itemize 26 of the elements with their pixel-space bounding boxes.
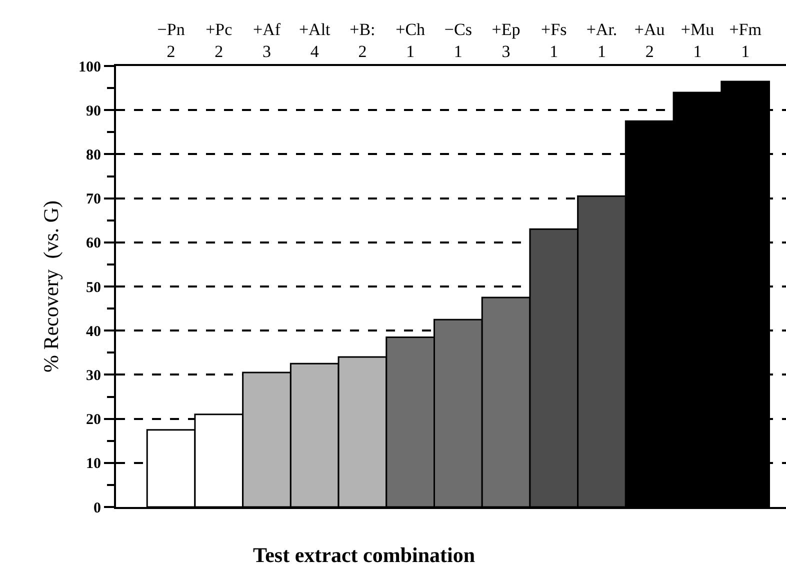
x-tick-label: +Fm 1 <box>729 20 762 62</box>
y-tick-label: 40 <box>86 324 101 340</box>
y-tick-label: 70 <box>86 192 101 208</box>
x-tick-label: +Alt 4 <box>298 20 331 62</box>
x-tick-label: +Pc 2 <box>206 20 233 62</box>
x-tick-label: +B: 2 <box>350 20 376 62</box>
x-tick-label: −Pn 2 <box>157 20 186 62</box>
y-tick-label: 0 <box>94 500 101 516</box>
y-tick-label: 30 <box>86 368 101 384</box>
x-tick-label: +Ar. 1 <box>586 20 618 62</box>
y-tick-label: 100 <box>78 59 101 76</box>
x-tick-label: +Ep 3 <box>492 20 520 62</box>
y-tick-label: 90 <box>86 103 101 120</box>
y-tick-label: 60 <box>86 236 101 252</box>
y-axis-title: % Recovery (vs. G) <box>39 200 64 373</box>
x-tick-label: +Au 2 <box>634 20 666 62</box>
y-tick-label: 10 <box>86 456 101 472</box>
x-tick-label: +Mu 1 <box>680 20 715 62</box>
x-tick-label: +Ch 1 <box>396 20 426 62</box>
y-tick-label: 50 <box>86 280 101 296</box>
x-tick-label: +Fs 1 <box>541 20 567 62</box>
x-tick-label: −Cs 1 <box>444 20 472 62</box>
y-tick-label: 20 <box>86 412 101 428</box>
y-tick-label: 80 <box>86 147 101 164</box>
x-axis-title: Test extract combination <box>253 543 476 565</box>
x-tick-label: +Af 3 <box>252 20 281 62</box>
